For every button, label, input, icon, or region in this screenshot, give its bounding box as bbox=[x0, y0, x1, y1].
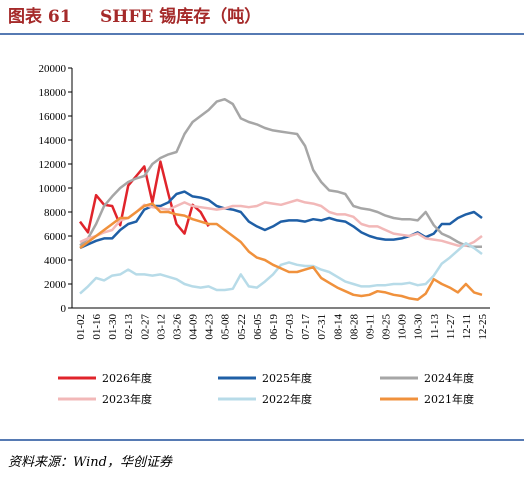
x-tick-label: 05-08 bbox=[220, 314, 232, 340]
x-tick-label: 04-23 bbox=[204, 314, 216, 340]
chart-title-label: 图表 61 bbox=[8, 6, 72, 27]
x-tick-label: 10-09 bbox=[397, 314, 409, 340]
x-tick-label: 10-30 bbox=[413, 314, 425, 340]
x-tick-label: 07-31 bbox=[316, 314, 328, 340]
chart-title: SHFE 锡库存（吨） bbox=[100, 6, 261, 27]
legend-label: 2021年度 bbox=[424, 392, 474, 406]
source: 资料来源：Wind，华创证券 bbox=[8, 455, 173, 470]
x-tick-label: 04-09 bbox=[188, 314, 200, 340]
x-tick-label: 09-11 bbox=[364, 314, 376, 339]
y-tick-label: 0 bbox=[61, 303, 67, 315]
x-tick-label: 01-02 bbox=[75, 314, 87, 340]
y-tick-label: 20000 bbox=[39, 63, 67, 75]
x-tick-label: 03-12 bbox=[155, 314, 167, 340]
x-tick-label: 03-26 bbox=[171, 314, 183, 340]
y-tick-label: 12000 bbox=[39, 159, 67, 171]
x-tick-label: 06-05 bbox=[252, 314, 264, 340]
legend-label: 2023年度 bbox=[102, 392, 152, 406]
legend-label: 2024年度 bbox=[424, 371, 474, 385]
x-tick-label: 12-25 bbox=[477, 314, 489, 340]
x-tick-label: 01-16 bbox=[91, 314, 103, 340]
y-tick-label: 18000 bbox=[39, 87, 67, 99]
series-line bbox=[78, 160, 210, 235]
y-tick-label: 2000 bbox=[44, 279, 67, 291]
x-tick-label: 12-11 bbox=[461, 314, 473, 339]
series-line bbox=[79, 241, 483, 295]
x-tick-label: 02-13 bbox=[123, 314, 135, 340]
x-tick-label: 11-13 bbox=[429, 314, 441, 340]
x-tick-label: 07-03 bbox=[284, 314, 296, 340]
y-tick-label: 6000 bbox=[44, 231, 67, 243]
x-tick-label: 06-19 bbox=[268, 314, 280, 340]
x-tick-label: 11-27 bbox=[445, 314, 457, 340]
x-tick-label: 08-14 bbox=[332, 314, 344, 340]
legend-label: 2026年度 bbox=[102, 371, 152, 385]
x-tick-label: 02-27 bbox=[139, 314, 151, 340]
legend-label: 2022年度 bbox=[262, 392, 312, 406]
y-tick-label: 16000 bbox=[39, 111, 67, 123]
y-tick-label: 14000 bbox=[39, 135, 67, 147]
x-tick-label: 05-22 bbox=[236, 314, 248, 340]
x-tick-label: 07-17 bbox=[300, 314, 312, 340]
y-tick-label: 8000 bbox=[44, 207, 67, 219]
legend-label: 2025年度 bbox=[262, 371, 312, 385]
y-tick-label: 10000 bbox=[39, 183, 67, 195]
series-line bbox=[79, 202, 483, 301]
y-tick-label: 4000 bbox=[44, 255, 67, 267]
x-tick-label: 09-25 bbox=[381, 314, 393, 340]
series-line bbox=[79, 190, 483, 250]
series-line bbox=[79, 97, 482, 249]
x-tick-label: 01-30 bbox=[107, 314, 119, 340]
x-tick-label: 08-28 bbox=[348, 314, 360, 340]
